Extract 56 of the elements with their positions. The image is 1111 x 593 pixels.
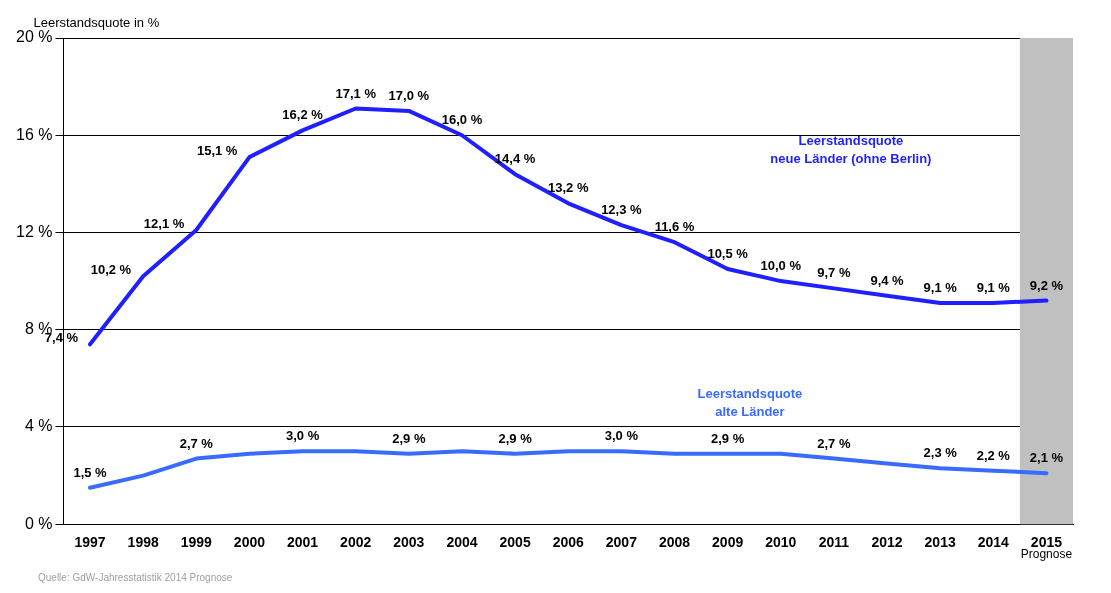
data-label: 9,7 % xyxy=(817,265,851,281)
data-label: 14,4 % xyxy=(494,151,536,167)
data-label: 12,1 % xyxy=(143,215,185,231)
data-label: 1,5 % xyxy=(73,464,108,480)
data-label: 2,9 % xyxy=(498,430,533,446)
data-label: 2,9 % xyxy=(392,430,426,446)
y-tick-label: 16 % xyxy=(16,125,53,143)
x-tick-label: 2004 xyxy=(446,534,478,551)
source-note: Quelle: GdW-Jahresstatistik 2014 Prognose xyxy=(38,571,233,583)
data-label: 11,6 % xyxy=(654,219,695,235)
data-label: 10,2 % xyxy=(90,261,132,277)
data-label: 13,2 % xyxy=(547,180,589,196)
data-label: 10,5 % xyxy=(707,246,749,262)
x-tick-label: 2001 xyxy=(286,534,319,551)
data-label: 2,9 % xyxy=(711,430,745,446)
x-tick-label: 1999 xyxy=(180,534,213,551)
text: Leerstandsquote neue Länder (ohne Berlin) xyxy=(770,133,932,167)
x-tick-label: 2007 xyxy=(605,534,638,551)
data-label: 2,3 % xyxy=(923,445,958,461)
data-label: 9,1 % xyxy=(976,280,1011,296)
x-tick-label: 2009 xyxy=(712,534,744,551)
data-label: 3,0 % xyxy=(285,428,320,444)
x-tick-label: 2008 xyxy=(658,534,691,551)
y-axis-title: Leerstandsquote in % xyxy=(33,15,160,31)
data-label: 2,2 % xyxy=(976,447,1011,463)
x-tick-label: 2013 xyxy=(924,534,956,551)
data-label: 2,1 % xyxy=(1029,450,1064,466)
data-label: 17,0 % xyxy=(388,88,430,104)
y-tick-label: 4 % xyxy=(24,417,53,435)
x-tick-label: 2012 xyxy=(871,534,903,551)
data-label: 16,2 % xyxy=(282,107,324,123)
x-tick-label: 1998 xyxy=(127,534,159,551)
x-tick-label: 2014 xyxy=(977,534,1010,551)
text: Leerstandsquote alte Länder xyxy=(697,386,803,420)
data-label: 9,4 % xyxy=(870,272,905,288)
x-tick-label: 2010 xyxy=(765,534,797,551)
data-label: 3,0 % xyxy=(604,428,639,444)
x-tick-label: 2011 xyxy=(818,534,850,551)
y-tick-label: 0 % xyxy=(24,514,53,532)
y-tick-label: 12 % xyxy=(16,222,53,240)
x-tick-label: 2000 xyxy=(233,534,266,551)
x-tick-label: 2002 xyxy=(340,534,372,551)
data-label: 10,0 % xyxy=(760,258,802,274)
data-label: 12,3 % xyxy=(601,202,643,218)
data-label: 9,2 % xyxy=(1029,277,1064,293)
data-label: 17,1 % xyxy=(335,85,377,101)
x-tick-label: 2003 xyxy=(393,534,425,551)
data-label: 15,1 % xyxy=(196,142,238,158)
y-tick-label: 20 % xyxy=(16,28,53,46)
data-label: 16,0 % xyxy=(441,112,483,128)
data-label: 9,1 % xyxy=(923,280,958,296)
data-label: 2,7 % xyxy=(817,435,851,451)
x-tick-label: 2005 xyxy=(499,534,531,551)
data-label: 2,7 % xyxy=(179,435,214,451)
x-tick-label: 1997 xyxy=(74,534,106,551)
x-tick-label: 2006 xyxy=(552,534,585,551)
